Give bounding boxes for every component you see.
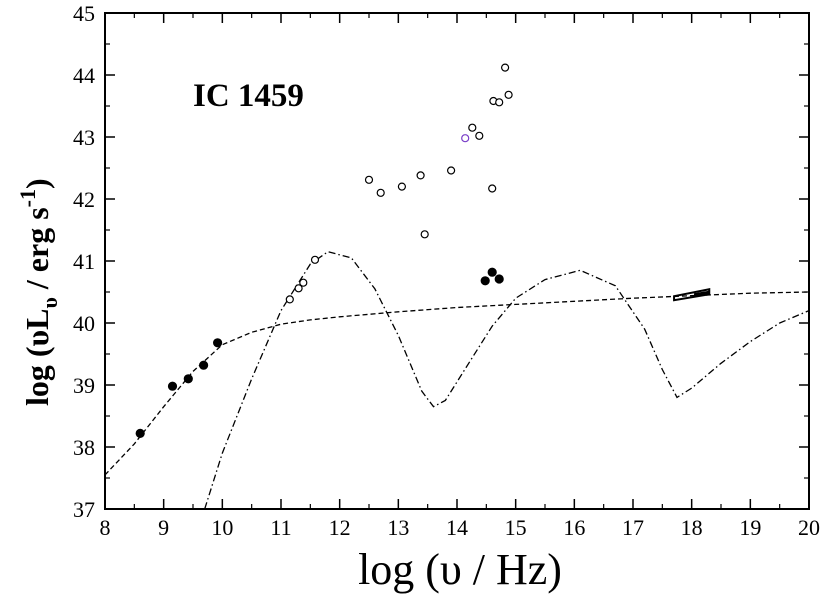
- filled-data-point: [167, 381, 178, 391]
- open-data-point: [504, 90, 513, 99]
- y-tick-label: 41: [73, 249, 95, 274]
- filled-data-point: [183, 374, 193, 384]
- data-points: [135, 63, 513, 438]
- y-tick-labels: 37 38 39 40 41 42 43 44 45: [73, 1, 95, 522]
- filled-data-point: [199, 360, 209, 370]
- y-axis-label: log (υLυ / erg s-1): [15, 178, 62, 406]
- x-tick-label: 15: [505, 515, 527, 540]
- x-tick-label: 10: [211, 515, 233, 540]
- x-tick-label: 19: [739, 515, 761, 540]
- y-axis-label-close: ): [19, 178, 55, 189]
- dashed-model-line: [105, 291, 809, 476]
- x-tick-label: 8: [100, 515, 111, 540]
- open-data-point: [299, 278, 308, 287]
- axis-ticks: [104, 12, 810, 510]
- open-data-point: [376, 188, 385, 197]
- filled-data-point: [487, 267, 497, 277]
- filled-data-point: [135, 428, 145, 438]
- y-tick-label: 45: [73, 1, 95, 26]
- open-data-point: [501, 63, 510, 72]
- y-tick-label: 43: [73, 125, 95, 150]
- x-tick-label: 16: [563, 515, 585, 540]
- open-data-point: [495, 98, 504, 107]
- x-tick-label: 11: [270, 515, 291, 540]
- y-tick-label: 39: [73, 373, 95, 398]
- y-tick-label: 37: [73, 497, 95, 522]
- x-tick-label: 20: [798, 515, 820, 540]
- y-axis-label-tail: / erg s: [19, 207, 55, 297]
- open-data-point: [310, 255, 320, 264]
- y-axis-label-sub: υ: [37, 297, 62, 308]
- y-tick-label: 44: [73, 63, 95, 88]
- x-tick-label: 13: [387, 515, 409, 540]
- open-data-point: [397, 182, 406, 191]
- y-tick-label: 38: [73, 435, 95, 460]
- open-data-point: [475, 131, 484, 140]
- y-axis-label-main: log (υL: [19, 309, 55, 407]
- chart-title: IC 1459: [193, 78, 304, 114]
- x-tick-label: 9: [158, 515, 169, 540]
- open-data-point: [468, 123, 477, 132]
- y-tick-label: 42: [73, 187, 95, 212]
- open-data-point: [416, 171, 425, 180]
- x-tick-label: 17: [622, 515, 644, 540]
- x-axis-label: log (υ / Hz): [358, 545, 562, 594]
- filled-data-point: [494, 274, 504, 284]
- x-tick-label: 12: [329, 515, 351, 540]
- open-data-point: [285, 295, 294, 304]
- x-tick-label: 14: [446, 515, 468, 540]
- open-data-point: [364, 175, 374, 184]
- open-data-point: [488, 184, 497, 193]
- open-data-point: [420, 230, 429, 239]
- filled-data-point: [480, 276, 490, 286]
- open-data-point: [294, 284, 303, 293]
- highlighted-open-data-point: [461, 134, 470, 143]
- xray-band-line: [693, 290, 710, 297]
- filled-data-point: [213, 338, 223, 348]
- y-tick-label: 40: [73, 311, 95, 336]
- xray-bowtie: [673, 288, 711, 302]
- model-curves: [105, 250, 809, 509]
- open-data-point: [447, 166, 456, 175]
- x-tick-labels: 8 9 10 11 12 13 14 15 16 17 18 19 20: [100, 515, 821, 540]
- x-tick-label: 18: [681, 515, 703, 540]
- y-axis-label-sup: -1: [15, 189, 40, 207]
